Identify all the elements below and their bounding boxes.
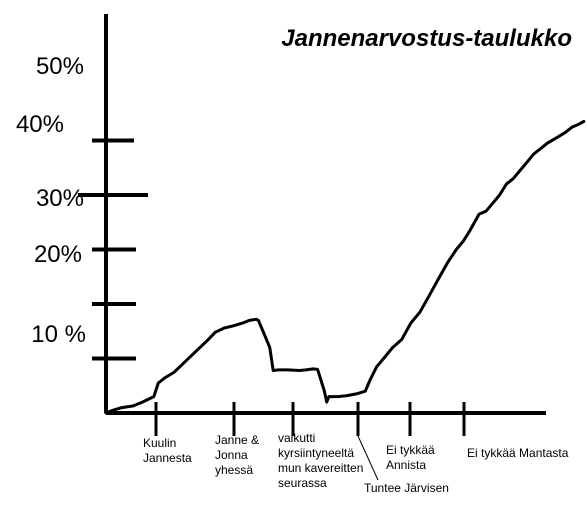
x-tick-label-line: Ei tykkää bbox=[386, 443, 435, 457]
y-tick-label-30: 30% bbox=[36, 185, 84, 212]
event-4-leader-line bbox=[357, 435, 379, 481]
y-tick-label-50: 50% bbox=[36, 53, 84, 80]
series-line-1 bbox=[104, 119, 586, 415]
chart-title: Jannenarvostus-taulukko bbox=[281, 25, 572, 52]
y-tick-label-10: 10 % bbox=[31, 321, 86, 348]
y-tick-label-40: 40% bbox=[16, 111, 64, 138]
x-tick-label-line: Annista bbox=[386, 458, 426, 472]
y-tick-label-20: 20% bbox=[34, 241, 82, 268]
x-tick-label-line: kyrsiintyneeltä bbox=[278, 446, 354, 460]
x-tick-label-line: Ei tykkää Mantasta bbox=[467, 446, 569, 460]
x-tick-label-event-3: vaikutti kyrsiintyneeltä mun kavereitten se… bbox=[278, 431, 363, 490]
x-tick-label-event-2: Janne & Jonna yhessä bbox=[215, 433, 259, 477]
x-tick-label-event-5: Ei tykkää Annista bbox=[386, 443, 435, 472]
x-tick-label-line: Jonna bbox=[215, 448, 248, 462]
x-tick-label-line: mun kavereitten bbox=[278, 461, 363, 475]
x-tick-label-event-4: Tuntee Järvisen bbox=[364, 481, 449, 495]
x-tick-label-line: Janne & bbox=[215, 433, 259, 447]
x-tick-label-line: yhessä bbox=[215, 463, 253, 477]
x-tick-label-event-6: Ei tykkää Mantasta bbox=[467, 446, 569, 460]
x-tick-label-line: seurassa bbox=[278, 476, 327, 490]
x-tick-label-line: Jannesta bbox=[143, 451, 192, 465]
x-tick-label-line: Tuntee Järvisen bbox=[364, 481, 449, 495]
x-tick-label-line: Kuulin bbox=[143, 436, 176, 450]
x-tick-label-line: vaikutti bbox=[278, 431, 315, 445]
x-tick-label-event-1: Kuulin Jannesta bbox=[143, 436, 192, 465]
